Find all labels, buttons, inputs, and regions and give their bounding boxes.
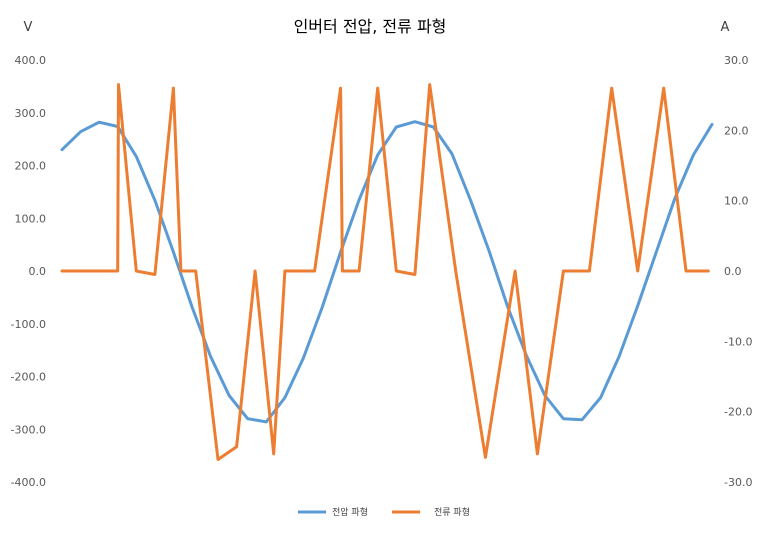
left-tick-label: 400.0: [15, 54, 47, 67]
chart-title: 인버터 전압, 전류 파형: [294, 17, 447, 36]
legend-label-voltage: 전압 파형: [332, 506, 368, 518]
left-tick-label: -200.0: [11, 371, 46, 384]
left-tick-label: 0.0: [29, 265, 47, 278]
left-tick-label: -300.0: [11, 423, 46, 436]
right-tick-label: 10.0: [724, 195, 749, 208]
left-tick-label: 100.0: [15, 212, 47, 225]
voltage-series-line: [60, 120, 714, 424]
left-axis-unit: V: [24, 20, 33, 35]
left-axis-ticks: 400.0 300.0 200.0 100.0 0.0 -100.0 -200.0 -300.…: [11, 54, 46, 489]
current-series-line: [60, 83, 710, 461]
right-axis-unit: A: [721, 20, 730, 35]
legend: 전압 파형 전류 파형: [298, 506, 470, 518]
left-tick-label: -400.0: [11, 476, 46, 489]
right-tick-label: -30.0: [724, 476, 752, 489]
left-tick-label: 300.0: [15, 107, 47, 120]
right-tick-label: -10.0: [724, 335, 752, 348]
legend-label-current: 전류 파형: [434, 507, 470, 518]
left-tick-label: -100.0: [11, 318, 46, 331]
right-tick-label: 0.0: [724, 265, 742, 278]
left-tick-label: 200.0: [15, 160, 47, 173]
right-tick-label: 20.0: [724, 124, 749, 137]
right-tick-label: -20.0: [724, 406, 752, 419]
right-tick-label: 30.0: [724, 54, 749, 67]
series-layer: [60, 83, 714, 461]
right-axis-ticks: 30.0 20.0 10.0 0.0 -10.0 -20.0 -30.0: [724, 54, 752, 489]
